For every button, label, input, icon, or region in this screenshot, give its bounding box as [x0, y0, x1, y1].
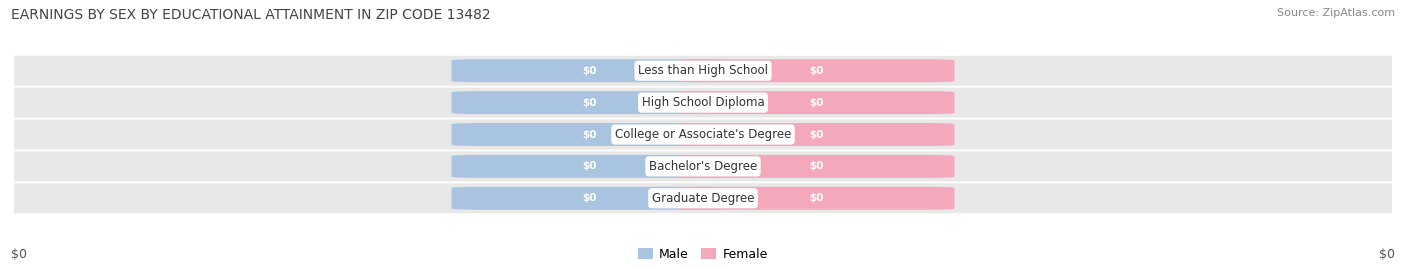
FancyBboxPatch shape	[451, 187, 727, 210]
Text: Less than High School: Less than High School	[638, 64, 768, 77]
FancyBboxPatch shape	[0, 56, 1406, 86]
FancyBboxPatch shape	[451, 155, 727, 178]
FancyBboxPatch shape	[0, 119, 1406, 150]
FancyBboxPatch shape	[679, 187, 955, 210]
Text: $0: $0	[1379, 248, 1395, 261]
Text: $0: $0	[810, 66, 824, 76]
FancyBboxPatch shape	[0, 88, 1406, 118]
Text: $0: $0	[810, 193, 824, 203]
FancyBboxPatch shape	[0, 151, 1406, 181]
Text: Graduate Degree: Graduate Degree	[652, 192, 754, 205]
Text: $0: $0	[810, 98, 824, 108]
FancyBboxPatch shape	[679, 155, 955, 178]
FancyBboxPatch shape	[0, 183, 1406, 213]
FancyBboxPatch shape	[451, 91, 727, 114]
Text: $0: $0	[582, 161, 596, 171]
FancyBboxPatch shape	[679, 59, 955, 82]
Text: $0: $0	[11, 248, 27, 261]
Legend: Male, Female: Male, Female	[633, 243, 773, 266]
FancyBboxPatch shape	[679, 123, 955, 146]
Text: $0: $0	[582, 66, 596, 76]
Text: Bachelor's Degree: Bachelor's Degree	[650, 160, 756, 173]
Text: High School Diploma: High School Diploma	[641, 96, 765, 109]
FancyBboxPatch shape	[679, 91, 955, 114]
Text: $0: $0	[582, 129, 596, 140]
Text: $0: $0	[810, 161, 824, 171]
Text: $0: $0	[810, 129, 824, 140]
Text: Source: ZipAtlas.com: Source: ZipAtlas.com	[1277, 8, 1395, 18]
Text: $0: $0	[582, 193, 596, 203]
FancyBboxPatch shape	[451, 59, 727, 82]
Text: $0: $0	[582, 98, 596, 108]
Text: EARNINGS BY SEX BY EDUCATIONAL ATTAINMENT IN ZIP CODE 13482: EARNINGS BY SEX BY EDUCATIONAL ATTAINMEN…	[11, 8, 491, 22]
Text: College or Associate's Degree: College or Associate's Degree	[614, 128, 792, 141]
FancyBboxPatch shape	[451, 123, 727, 146]
